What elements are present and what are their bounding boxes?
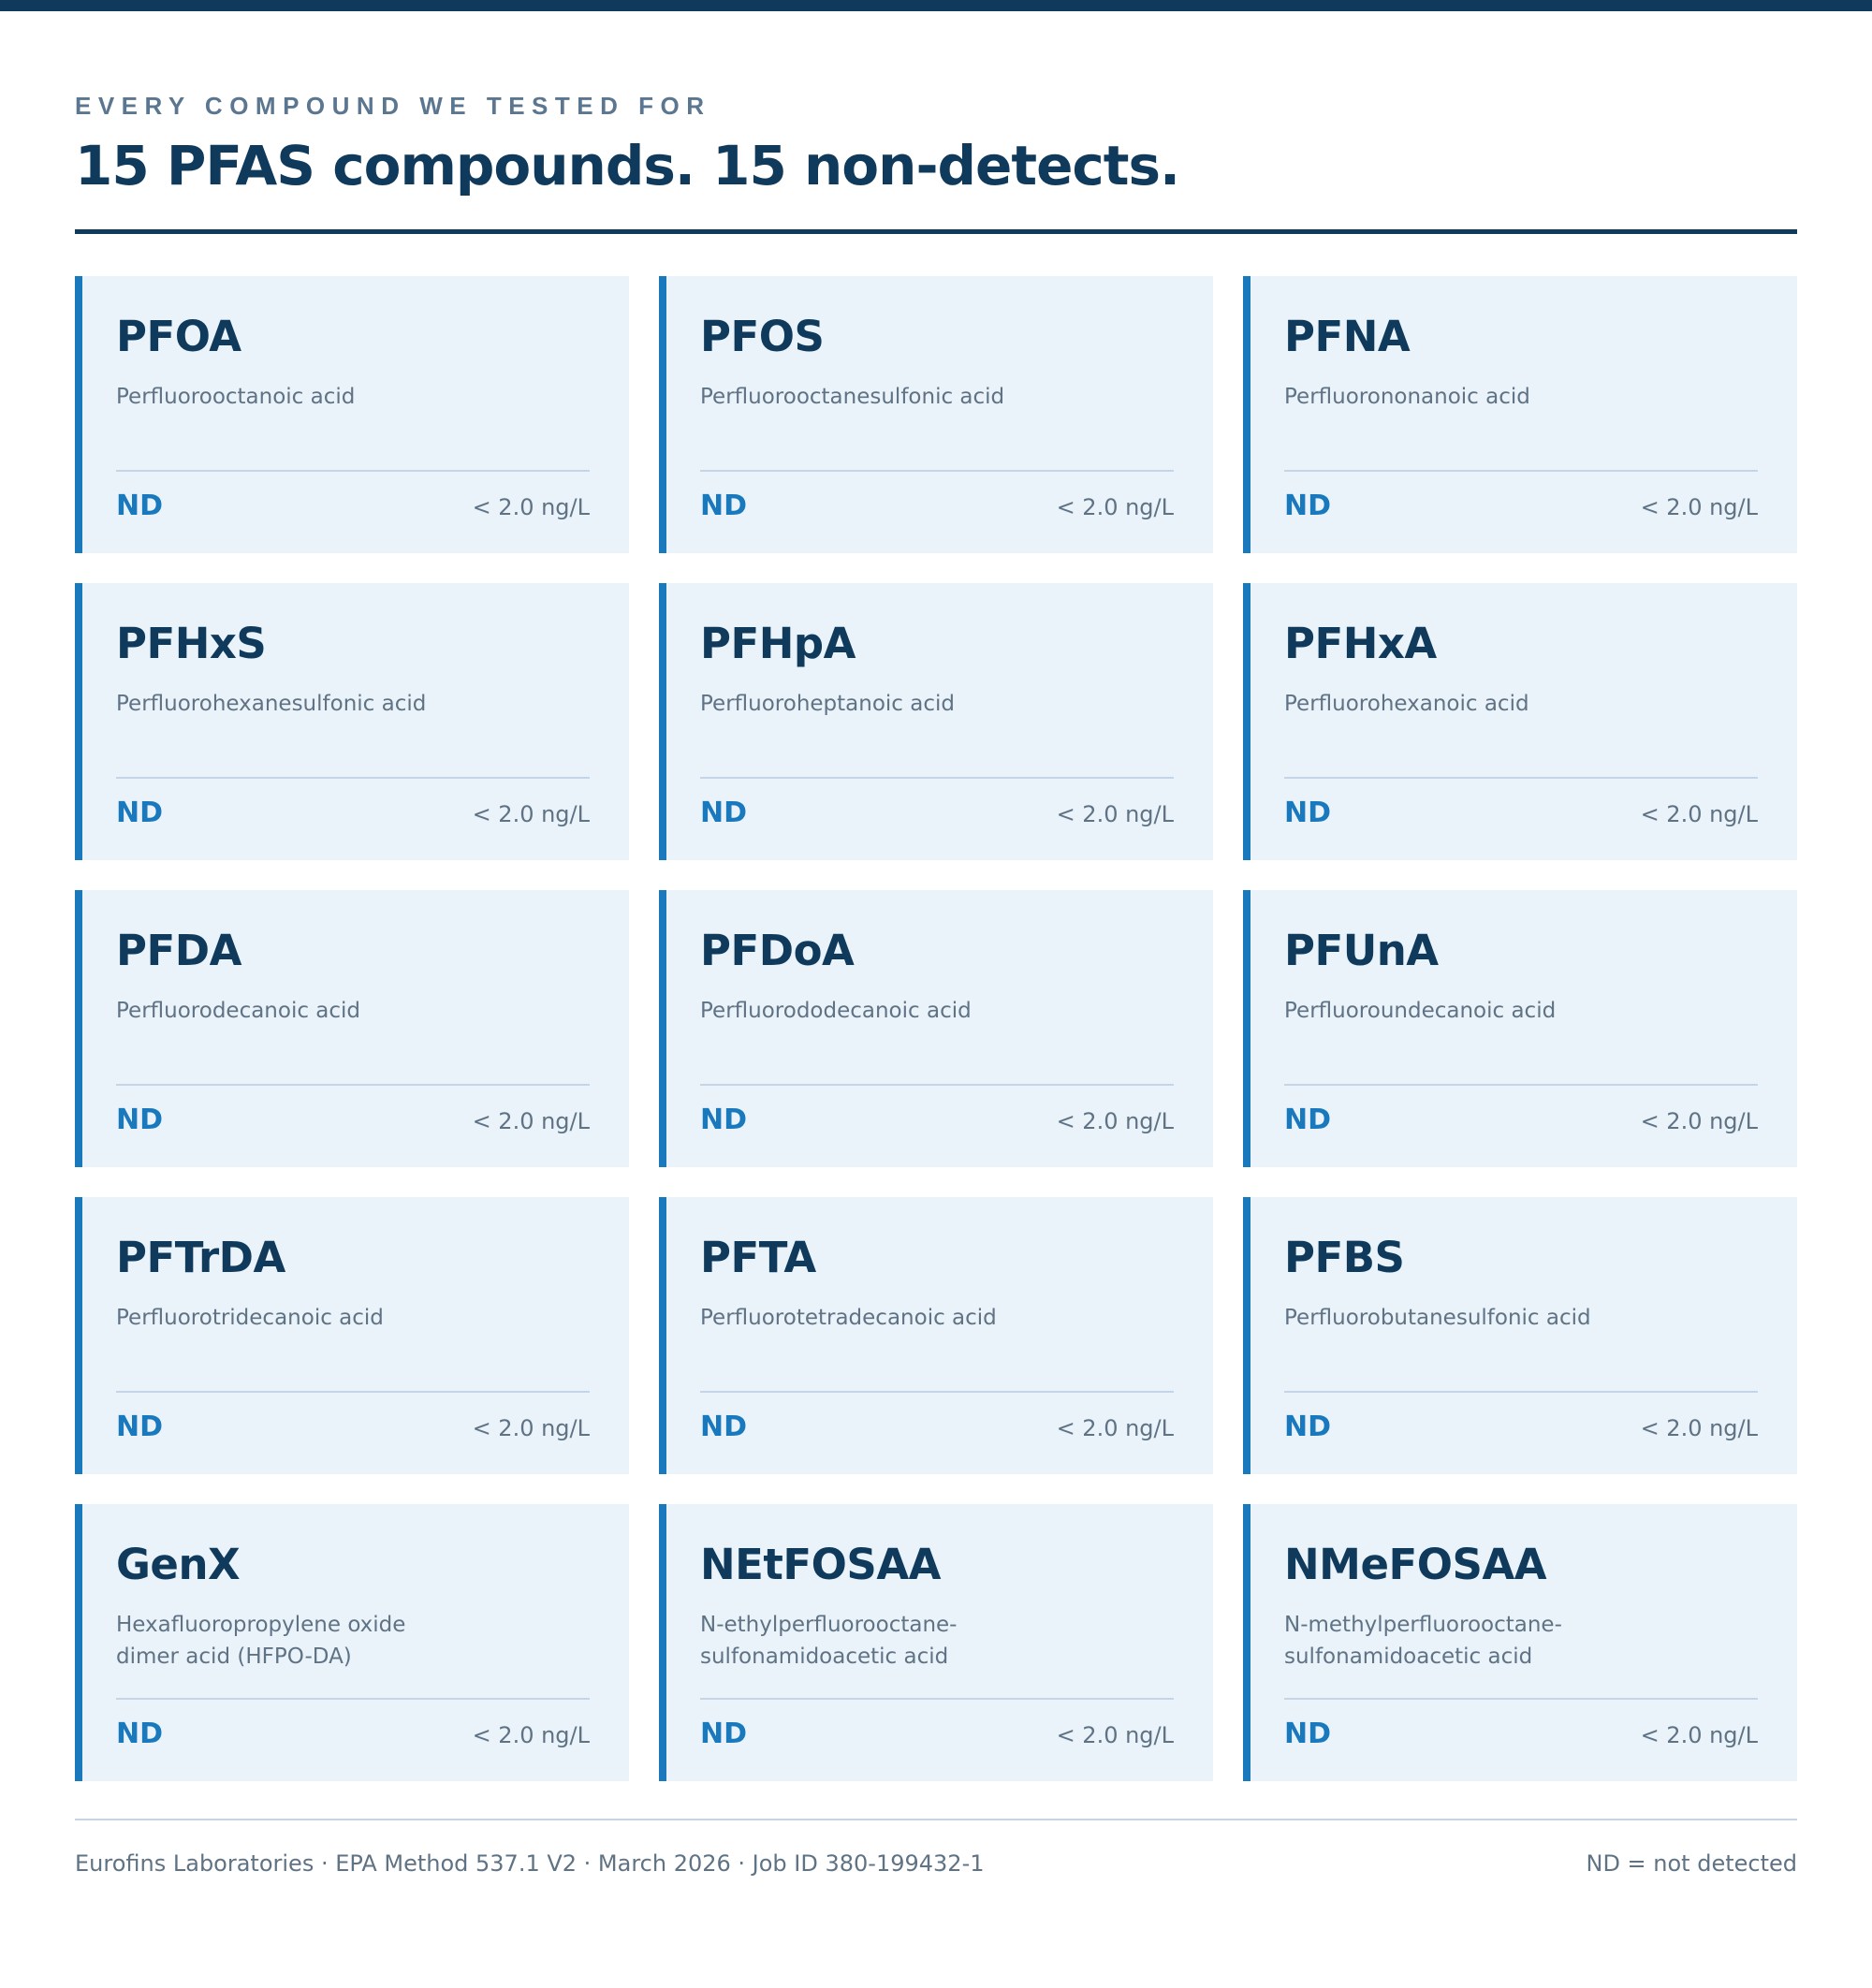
result-value: ND: [1284, 490, 1332, 522]
compound-abbreviation: PFTrDA: [116, 1233, 285, 1282]
reporting-limit: < 2.0 ng/L: [472, 1722, 590, 1748]
compound-full-name: Perfluorotetradecanoic acid: [700, 1306, 997, 1330]
card-divider: [700, 1391, 1174, 1393]
card-divider: [1284, 1084, 1758, 1086]
result-value: ND: [116, 1411, 164, 1443]
card-divider: [1284, 1698, 1758, 1700]
compound-abbreviation: PFTA: [700, 1233, 816, 1282]
reporting-limit: < 2.0 ng/L: [1640, 494, 1758, 520]
compound-card: PFTrDA Perfluorotridecanoic acid ND < 2.0 n…: [75, 1197, 629, 1474]
result-value: ND: [700, 1104, 748, 1136]
compound-card: PFOA Perfluorooctanoic acid ND < 2.0 ng/L: [75, 276, 629, 553]
reporting-limit: < 2.0 ng/L: [1640, 1415, 1758, 1441]
compound-abbreviation: PFHpA: [700, 619, 856, 668]
result-value: ND: [700, 490, 748, 522]
header-divider: [75, 229, 1797, 234]
result-value: ND: [116, 490, 164, 522]
card-divider: [116, 1391, 590, 1393]
card-divider: [116, 1698, 590, 1700]
footer-legend: ND = not detected: [1586, 1850, 1797, 1877]
compound-abbreviation: PFOS: [700, 312, 825, 361]
compound-card: GenX Hexafluoropropylene oxide dimer acid…: [75, 1504, 629, 1781]
compound-card: PFTA Perfluorotetradecanoic acid ND < 2.0 n…: [659, 1197, 1213, 1474]
compound-abbreviation: PFHxS: [116, 619, 267, 668]
compound-abbreviation: PFDA: [116, 926, 241, 975]
page-title: 15 PFAS compounds. 15 non-detects.: [75, 134, 1180, 197]
reporting-limit: < 2.0 ng/L: [1640, 1722, 1758, 1748]
compound-card: PFDoA Perfluorododecanoic acid ND < 2.0 ng/…: [659, 890, 1213, 1167]
card-divider: [116, 777, 590, 779]
compound-full-name: N-methylperfluorooctane- sulfonamidoacet…: [1284, 1613, 1562, 1669]
compound-full-name: Perfluoroundecanoic acid: [1284, 999, 1557, 1023]
reporting-limit: < 2.0 ng/L: [1640, 1108, 1758, 1134]
reporting-limit: < 2.0 ng/L: [1056, 1108, 1174, 1134]
compound-full-name: Perfluorononanoic acid: [1284, 385, 1530, 409]
compound-grid: PFOA Perfluorooctanoic acid ND < 2.0 ng/L P…: [75, 276, 1797, 1781]
compound-card: PFHxS Perfluorohexanesulfonic acid ND < 2.0…: [75, 583, 629, 860]
reporting-limit: < 2.0 ng/L: [472, 1415, 590, 1441]
compound-card: PFNA Perfluorononanoic acid ND < 2.0 ng/L: [1243, 276, 1797, 553]
compound-abbreviation: PFBS: [1284, 1233, 1405, 1282]
reporting-limit: < 2.0 ng/L: [472, 801, 590, 827]
footer-divider: [75, 1819, 1797, 1820]
card-divider: [700, 777, 1174, 779]
compound-card: PFOS Perfluorooctanesulfonic acid ND < 2.0 …: [659, 276, 1213, 553]
compound-abbreviation: NMeFOSAA: [1284, 1540, 1547, 1589]
card-divider: [700, 470, 1174, 472]
card-divider: [700, 1084, 1174, 1086]
compound-abbreviation: PFDoA: [700, 926, 855, 975]
card-divider: [1284, 1391, 1758, 1393]
compound-abbreviation: GenX: [116, 1540, 241, 1589]
result-value: ND: [700, 1718, 748, 1750]
reporting-limit: < 2.0 ng/L: [1056, 1415, 1174, 1441]
compound-card: PFHpA Perfluoroheptanoic acid ND < 2.0 ng/L: [659, 583, 1213, 860]
compound-card: PFHxA Perfluorohexanoic acid ND < 2.0 ng/L: [1243, 583, 1797, 860]
compound-full-name: Perfluoroheptanoic acid: [700, 692, 955, 716]
reporting-limit: < 2.0 ng/L: [472, 494, 590, 520]
footer-source: Eurofins Laboratories · EPA Method 537.1…: [75, 1850, 985, 1877]
compound-abbreviation: PFOA: [116, 312, 241, 361]
compound-full-name: Perfluorohexanesulfonic acid: [116, 692, 427, 716]
compound-card: NEtFOSAA N-ethylperfluorooctane- sulfonam…: [659, 1504, 1213, 1781]
compound-abbreviation: PFNA: [1284, 312, 1411, 361]
result-value: ND: [1284, 1104, 1332, 1136]
eyebrow-label: EVERY COMPOUND WE TESTED FOR: [75, 92, 711, 120]
compound-abbreviation: NEtFOSAA: [700, 1540, 941, 1589]
result-value: ND: [116, 797, 164, 829]
reporting-limit: < 2.0 ng/L: [1640, 801, 1758, 827]
reporting-limit: < 2.0 ng/L: [1056, 801, 1174, 827]
result-value: ND: [700, 1411, 748, 1443]
reporting-limit: < 2.0 ng/L: [1056, 494, 1174, 520]
result-value: ND: [1284, 797, 1332, 829]
compound-full-name: Perfluorodecanoic acid: [116, 999, 361, 1023]
compound-card: PFBS Perfluorobutanesulfonic acid ND < 2.0 …: [1243, 1197, 1797, 1474]
compound-full-name: Perfluorooctanoic acid: [116, 385, 356, 409]
compound-full-name: Perfluorohexanoic acid: [1284, 692, 1529, 716]
reporting-limit: < 2.0 ng/L: [1056, 1722, 1174, 1748]
result-value: ND: [1284, 1411, 1332, 1443]
compound-card: NMeFOSAA N-methylperfluorooctane- sulfona…: [1243, 1504, 1797, 1781]
compound-full-name: Perfluorotridecanoic acid: [116, 1306, 384, 1330]
compound-full-name: Perfluorobutanesulfonic acid: [1284, 1306, 1591, 1330]
card-divider: [1284, 470, 1758, 472]
card-divider: [116, 470, 590, 472]
top-accent-bar: [0, 0, 1872, 11]
compound-full-name: Perfluorooctanesulfonic acid: [700, 385, 1005, 409]
compound-card: PFDA Perfluorodecanoic acid ND < 2.0 ng/L: [75, 890, 629, 1167]
result-value: ND: [116, 1104, 164, 1136]
compound-full-name: Hexafluoropropylene oxide dimer acid (HF…: [116, 1613, 406, 1669]
compound-abbreviation: PFUnA: [1284, 926, 1439, 975]
compound-card: PFUnA Perfluoroundecanoic acid ND < 2.0 ng/…: [1243, 890, 1797, 1167]
card-divider: [1284, 777, 1758, 779]
card-divider: [700, 1698, 1174, 1700]
card-divider: [116, 1084, 590, 1086]
result-value: ND: [116, 1718, 164, 1750]
compound-full-name: Perfluorododecanoic acid: [700, 999, 972, 1023]
compound-abbreviation: PFHxA: [1284, 619, 1437, 668]
result-value: ND: [700, 797, 748, 829]
reporting-limit: < 2.0 ng/L: [472, 1108, 590, 1134]
result-value: ND: [1284, 1718, 1332, 1750]
compound-full-name: N-ethylperfluorooctane- sulfonamidoaceti…: [700, 1613, 958, 1669]
